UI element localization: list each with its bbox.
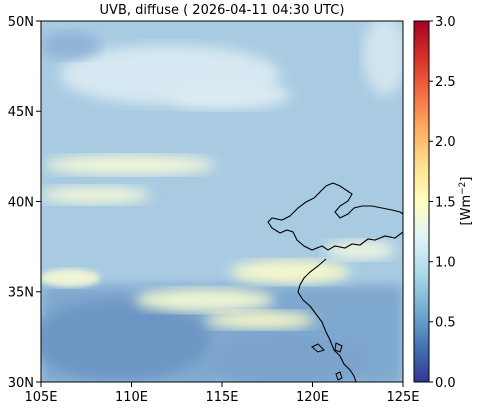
y-tick-40N: 40N	[8, 195, 41, 210]
colorbar-gradient	[413, 20, 430, 383]
cb-tick-label: 1.5	[435, 195, 456, 210]
y-tick-50N: 50N	[8, 15, 41, 30]
colorbar: 0.0 0.5 1.0 1.5 2.0 2.5 3.0 [Wm−2]	[413, 15, 474, 391]
y-axis: 30N 35N 40N 45N 50N	[8, 15, 41, 391]
cb-tick-label: 2.0	[435, 135, 456, 150]
y-tick-35N: 35N	[8, 286, 41, 301]
x-tick-110E: 110E	[115, 382, 148, 405]
y-tick-label: 35N	[8, 286, 34, 301]
x-axis: 105E 110E 115E 120E 125E	[24, 382, 420, 405]
x-tick-115E: 115E	[205, 382, 239, 405]
chart-title: UVB, diffuse ( 2026-04-11 04:30 UTC)	[100, 3, 345, 18]
x-tick-label: 125E	[386, 390, 419, 405]
cb-tick-2.0: 2.0	[429, 135, 456, 150]
cb-tick-0.0: 0.0	[429, 376, 456, 391]
x-tick-105E: 105E	[24, 382, 58, 405]
cb-tick-label: 1.0	[435, 256, 456, 271]
x-tick-125E: 125E	[386, 382, 420, 405]
y-tick-label: 30N	[8, 376, 34, 391]
colorbar-ticks: 0.0 0.5 1.0 1.5 2.0 2.5 3.0	[429, 15, 456, 391]
y-tick-label: 50N	[8, 15, 34, 30]
map-panel	[40, 20, 404, 383]
y-tick-30N: 30N	[8, 376, 41, 391]
coastline-islands	[311, 342, 343, 381]
cb-tick-3.0: 3.0	[429, 15, 456, 30]
cb-tick-0.5: 0.5	[429, 316, 456, 331]
cb-tick-label: 0.0	[435, 376, 456, 391]
x-tick-label: 105E	[24, 390, 57, 405]
y-tick-label: 40N	[8, 195, 34, 210]
cb-tick-label: 0.5	[435, 316, 456, 331]
cb-tick-label: 3.0	[435, 15, 456, 30]
x-tick-label: 110E	[115, 390, 148, 405]
y-tick-label: 45N	[8, 105, 34, 120]
x-tick-label: 115E	[205, 390, 238, 405]
x-tick-120E: 120E	[296, 382, 329, 405]
x-tick-label: 120E	[296, 390, 329, 405]
coastline	[267, 182, 404, 383]
cb-tick-2.5: 2.5	[429, 75, 456, 90]
cb-tick-label: 2.5	[435, 75, 456, 90]
uvb-field	[41, 21, 403, 382]
cb-tick-1.0: 1.0	[429, 256, 456, 271]
cb-tick-1.5: 1.5	[429, 195, 456, 210]
colorbar-label: [Wm−2]	[458, 177, 474, 226]
y-tick-45N: 45N	[8, 105, 41, 120]
